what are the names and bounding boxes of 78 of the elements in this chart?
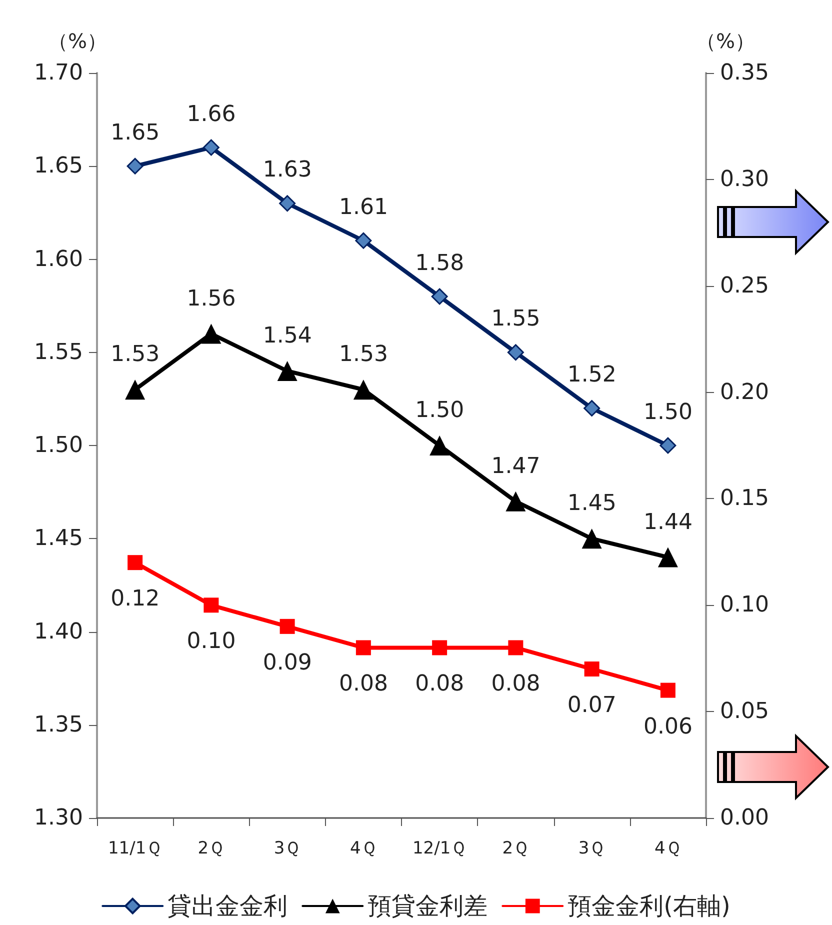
data-label: 1.52 [567,362,616,388]
data-label: 1.61 [338,194,388,220]
data-label: 0.12 [110,586,160,612]
point [280,618,295,634]
point [277,361,298,381]
data-label: 1.45 [567,491,616,516]
data-label: 1.58 [415,250,464,276]
y-tick-label: 1.60 [34,246,83,272]
x-tick-label: 3Ｑ [578,838,606,858]
data-label: 0.07 [567,693,616,718]
y-tick-label: 1.55 [34,340,83,365]
point [126,158,144,174]
point [584,400,600,416]
point [201,324,222,344]
point [279,195,296,212]
point [584,662,600,676]
x-tick-label: 12/1Ｑ [412,838,467,858]
data-label: 0.10 [186,629,236,654]
data-label: 1.53 [110,342,160,368]
data-label: 1.56 [186,286,236,312]
point [431,288,448,305]
x-tick-label: 4Ｑ [654,838,682,858]
y2-tick-label: 0.00 [720,806,769,830]
point [660,437,676,454]
point [508,640,524,656]
y2-tick-label: 0.15 [720,486,769,512]
point [204,598,219,613]
data-label: 1.54 [262,324,312,348]
y-tick-label: 1.65 [34,154,83,179]
legend-label: 貸出金金利 [168,892,288,920]
point [356,640,371,656]
y-tick-label: 1.40 [34,619,83,644]
data-label: 1.65 [110,120,160,146]
legend-label: 預金金利(右軸) [568,892,730,920]
point [355,232,372,249]
point [658,547,678,568]
y-tick-label: 1.35 [34,712,83,738]
x-tick-label: 4Ｑ [350,838,377,858]
point [507,344,524,361]
data-label: 1.44 [643,510,692,535]
data-label: 0.08 [338,672,388,697]
point [506,491,526,512]
y2-axis-title: （%） [696,29,756,53]
data-label: 0.08 [491,672,540,697]
y2-tick-label: 0.30 [720,166,769,192]
data-label: 1.66 [186,102,236,127]
y-tick-label: 1.70 [34,60,83,86]
data-label: 1.50 [643,400,692,425]
y-axis-title: （%） [48,29,107,53]
y2-tick-label: 0.10 [720,592,769,618]
data-label: 1.47 [491,454,540,479]
point [125,380,146,400]
y2-tick-label: 0.05 [720,699,769,724]
data-label: 1.50 [415,398,464,423]
data-label: 1.53 [338,342,388,368]
point [202,139,220,156]
y2-tick-label: 0.20 [720,380,769,405]
y-tick-label: 1.30 [34,806,83,830]
data-label: 0.08 [415,672,464,697]
point [128,555,143,570]
point [353,380,374,400]
point [430,436,450,456]
legend-label: 預貸金利差 [368,892,488,920]
data-label: 0.09 [262,650,312,676]
data-label: 0.06 [643,714,692,740]
point [582,528,602,549]
data-label: 1.63 [262,158,312,183]
x-tick-label: 2Ｑ [502,838,530,858]
point [432,640,448,656]
x-tick-label: 2Ｑ [198,838,225,858]
point [660,682,676,698]
x-tick-label: 3Ｑ [274,838,301,858]
data-label: 1.55 [491,306,540,332]
y-tick-label: 1.45 [34,526,83,552]
y-tick-label: 1.50 [34,433,83,458]
x-tick-label: 11/1Ｑ [108,838,162,858]
y2-tick-label: 0.35 [720,60,769,86]
y2-tick-label: 0.25 [720,273,769,298]
